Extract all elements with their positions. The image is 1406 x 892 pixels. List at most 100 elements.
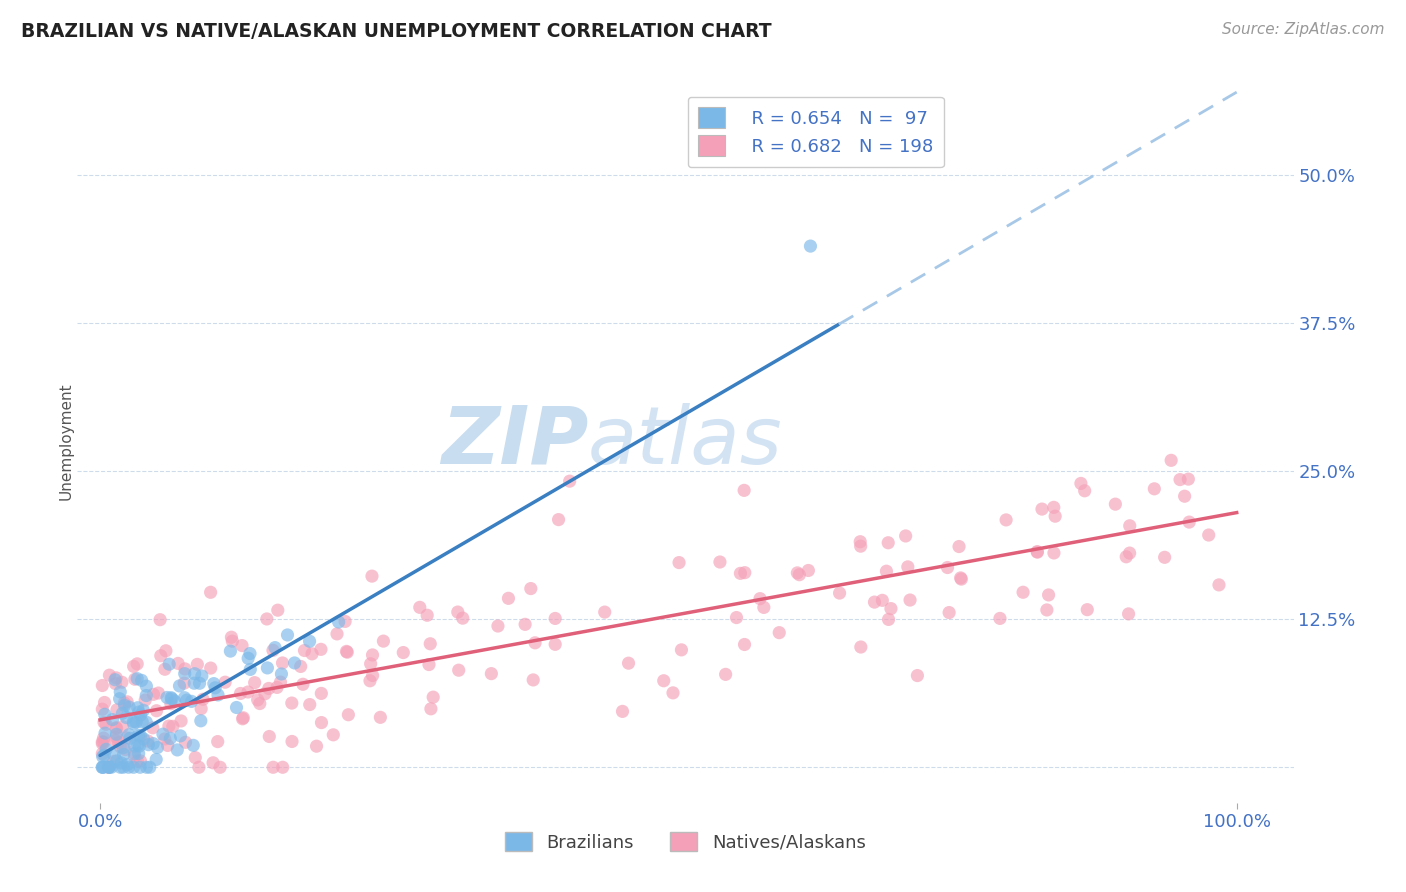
Point [236, 651, 259, 665]
Legend: Brazilians, Natives/Alaskans: Brazilians, Natives/Alaskans [498, 824, 873, 859]
Point [326, 627, 349, 641]
Point [97, 760, 120, 774]
Point [115, 731, 138, 745]
Point [361, 648, 384, 662]
Point [284, 656, 307, 670]
Point [105, 703, 128, 717]
Point [155, 644, 177, 658]
Point [91, 749, 114, 764]
Point [152, 727, 174, 741]
Point [142, 737, 165, 751]
Point [231, 639, 253, 653]
Point [336, 645, 359, 659]
Point [156, 690, 179, 705]
Point [239, 647, 262, 661]
Point [207, 688, 229, 702]
Point [752, 600, 775, 615]
Point [1012, 585, 1035, 599]
Point [122, 659, 145, 673]
Point [513, 617, 536, 632]
Point [132, 703, 155, 717]
Point [269, 675, 291, 690]
Point [104, 721, 127, 735]
Point [828, 586, 851, 600]
Point [125, 714, 148, 729]
Point [163, 694, 186, 708]
Point [418, 657, 440, 672]
Point [311, 686, 333, 700]
Point [281, 696, 304, 710]
Point [322, 728, 344, 742]
Point [291, 677, 314, 691]
Point [290, 659, 312, 673]
Point [229, 686, 252, 700]
Point [652, 673, 675, 688]
Point [662, 686, 685, 700]
Point [124, 747, 146, 761]
Point [124, 749, 146, 764]
Point [734, 566, 756, 580]
Point [875, 564, 897, 578]
Point [1178, 515, 1201, 529]
Point [103, 755, 125, 769]
Point [127, 728, 149, 742]
Point [479, 666, 502, 681]
Point [948, 540, 970, 554]
Point [936, 560, 959, 574]
Point [124, 739, 146, 753]
Point [127, 754, 149, 768]
Point [1026, 545, 1049, 559]
Point [94, 726, 117, 740]
Point [91, 747, 114, 761]
Point [373, 634, 395, 648]
Point [156, 739, 179, 753]
Point [93, 707, 115, 722]
Point [112, 740, 135, 755]
Point [232, 711, 254, 725]
Point [91, 737, 114, 751]
Point [257, 681, 280, 696]
Point [863, 595, 886, 609]
Text: ZIP: ZIP [440, 402, 588, 481]
Point [786, 566, 808, 580]
Point [110, 685, 132, 699]
Point [93, 748, 115, 763]
Point [593, 605, 616, 619]
Point [419, 637, 441, 651]
Point [103, 748, 125, 763]
Point [264, 640, 287, 655]
Point [105, 730, 128, 744]
Point [111, 720, 134, 734]
Point [167, 657, 190, 671]
Point [447, 663, 470, 677]
Point [160, 691, 183, 706]
Point [128, 739, 150, 753]
Point [447, 605, 470, 619]
Point [333, 615, 356, 629]
Point [221, 630, 243, 644]
Point [112, 760, 135, 774]
Point [202, 676, 225, 690]
Point [136, 734, 159, 748]
Point [617, 656, 640, 670]
Point [311, 715, 333, 730]
Point [259, 730, 281, 744]
Point [486, 619, 509, 633]
Point [1036, 603, 1059, 617]
Point [145, 752, 167, 766]
Point [714, 667, 737, 681]
Point [160, 697, 183, 711]
Point [271, 656, 294, 670]
Point [173, 666, 195, 681]
Point [107, 735, 129, 749]
Point [1198, 528, 1220, 542]
Point [135, 689, 157, 703]
Point [184, 750, 207, 764]
Point [98, 760, 121, 774]
Point [995, 513, 1018, 527]
Point [668, 556, 690, 570]
Point [122, 760, 145, 774]
Point [91, 679, 114, 693]
Point [97, 760, 120, 774]
Point [243, 675, 266, 690]
